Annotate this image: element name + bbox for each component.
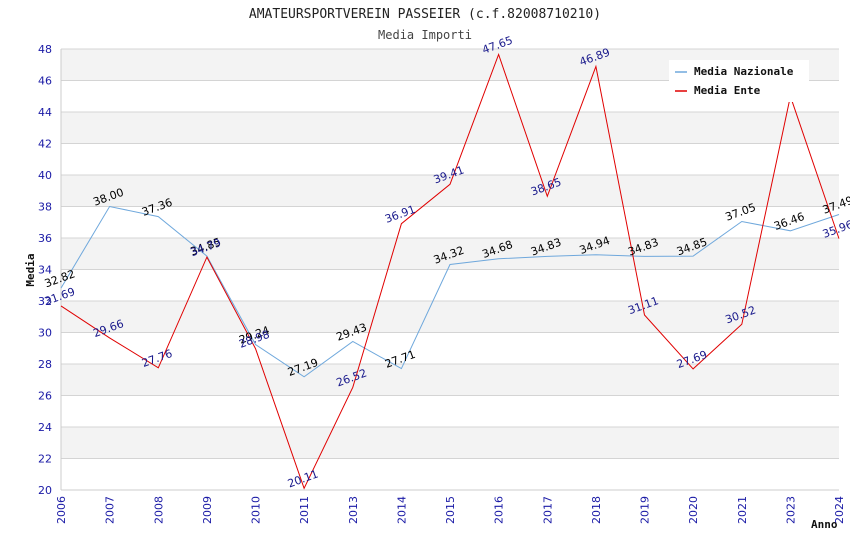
- x-tick-label: 2018: [590, 496, 603, 524]
- y-tick-label: 34: [38, 264, 52, 277]
- y-tick-label: 42: [38, 138, 52, 151]
- y-tick-label: 32: [38, 295, 52, 308]
- x-tick-label: 2020: [687, 496, 700, 524]
- grid-band: [61, 458, 839, 490]
- y-axis-ticks: 20 22 24 26 28 30 32 34 36 38 40 42 44 46 48: [38, 43, 52, 497]
- grid-band: [61, 332, 839, 364]
- x-tick-label: 2016: [493, 496, 506, 524]
- legend-box: [669, 60, 809, 102]
- series-lines: [60, 53, 840, 490]
- x-tick-label: 2023: [784, 496, 797, 524]
- x-tick-label: 2009: [201, 496, 214, 524]
- x-axis-title: Anno: [811, 518, 838, 531]
- grid-band: [61, 269, 839, 301]
- series-line-nazionale: [60, 205, 840, 378]
- x-tick-label: 2017: [541, 496, 554, 524]
- x-tick-label: 2007: [104, 496, 117, 524]
- grid-band: [61, 112, 839, 144]
- y-axis-title: Media: [24, 253, 37, 286]
- y-tick-label: 28: [38, 358, 52, 371]
- y-tick-label: 26: [38, 390, 52, 403]
- series-line-ente: [60, 53, 840, 490]
- y-tick-label: 48: [38, 43, 52, 56]
- x-tick-label: 2010: [250, 496, 263, 524]
- y-tick-label: 20: [38, 484, 52, 497]
- legend-label-nazionale: Media Nazionale: [694, 65, 794, 78]
- legend: Media Nazionale Media Ente: [669, 60, 809, 102]
- chart-title: AMATEURSPORTVEREIN PASSEIER (c.f.8200871…: [249, 7, 601, 22]
- grid-band: [61, 301, 839, 333]
- y-tick-label: 44: [38, 106, 52, 119]
- chart-subtitle: Media Importi: [378, 28, 472, 42]
- x-tick-label: 2014: [395, 496, 408, 524]
- y-tick-label: 24: [38, 421, 52, 434]
- y-tick-label: 38: [38, 201, 52, 214]
- grid-band: [61, 206, 839, 238]
- y-tick-label: 46: [38, 75, 52, 88]
- grid-band: [61, 175, 839, 207]
- y-tick-label: 30: [38, 327, 52, 340]
- x-tick-label: 2015: [444, 496, 457, 524]
- grid-lines: [60, 48, 839, 491]
- x-axis-ticks: 2006 2007 2008 2009 2010 2011 2013 2014 2015 2016…: [55, 496, 846, 524]
- x-tick-label: 2021: [736, 496, 749, 524]
- grid-band: [61, 364, 839, 396]
- x-tick-label: 2006: [55, 496, 68, 524]
- y-tick-label: 22: [38, 453, 52, 466]
- x-tick-label: 2008: [152, 496, 165, 524]
- x-tick-label: 2019: [639, 496, 652, 524]
- grid-band: [61, 427, 839, 459]
- legend-label-ente: Media Ente: [694, 84, 761, 97]
- grid-band: [61, 395, 839, 427]
- y-tick-label: 36: [38, 232, 52, 245]
- grid-band: [61, 143, 839, 175]
- x-tick-label: 2011: [298, 496, 311, 524]
- y-tick-label: 40: [38, 169, 52, 182]
- x-tick-label: 2024: [833, 496, 846, 524]
- x-tick-label: 2013: [347, 496, 360, 524]
